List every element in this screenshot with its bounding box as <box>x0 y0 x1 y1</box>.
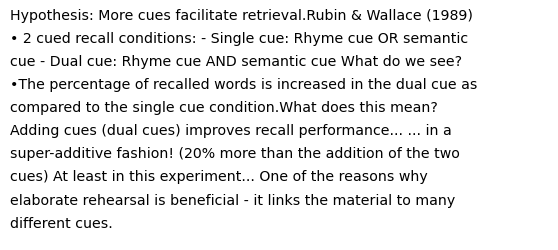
Text: compared to the single cue condition.What does this mean?: compared to the single cue condition.Wha… <box>10 101 438 115</box>
Text: cues) At least in this experiment... One of the reasons why: cues) At least in this experiment... One… <box>10 170 428 184</box>
Text: elaborate rehearsal is beneficial - it links the material to many: elaborate rehearsal is beneficial - it l… <box>10 193 455 207</box>
Text: • 2 cued recall conditions: - Single cue: Rhyme cue OR semantic: • 2 cued recall conditions: - Single cue… <box>10 32 468 46</box>
Text: super-additive fashion! (20% more than the addition of the two: super-additive fashion! (20% more than t… <box>10 147 460 161</box>
Text: Hypothesis: More cues facilitate retrieval.Rubin & Wallace (1989): Hypothesis: More cues facilitate retriev… <box>10 9 473 23</box>
Text: different cues.: different cues. <box>10 216 113 230</box>
Text: Adding cues (dual cues) improves recall performance... ... in a: Adding cues (dual cues) improves recall … <box>10 124 452 138</box>
Text: •The percentage of recalled words is increased in the dual cue as: •The percentage of recalled words is inc… <box>10 78 478 92</box>
Text: cue - Dual cue: Rhyme cue AND semantic cue What do we see?: cue - Dual cue: Rhyme cue AND semantic c… <box>10 55 462 69</box>
